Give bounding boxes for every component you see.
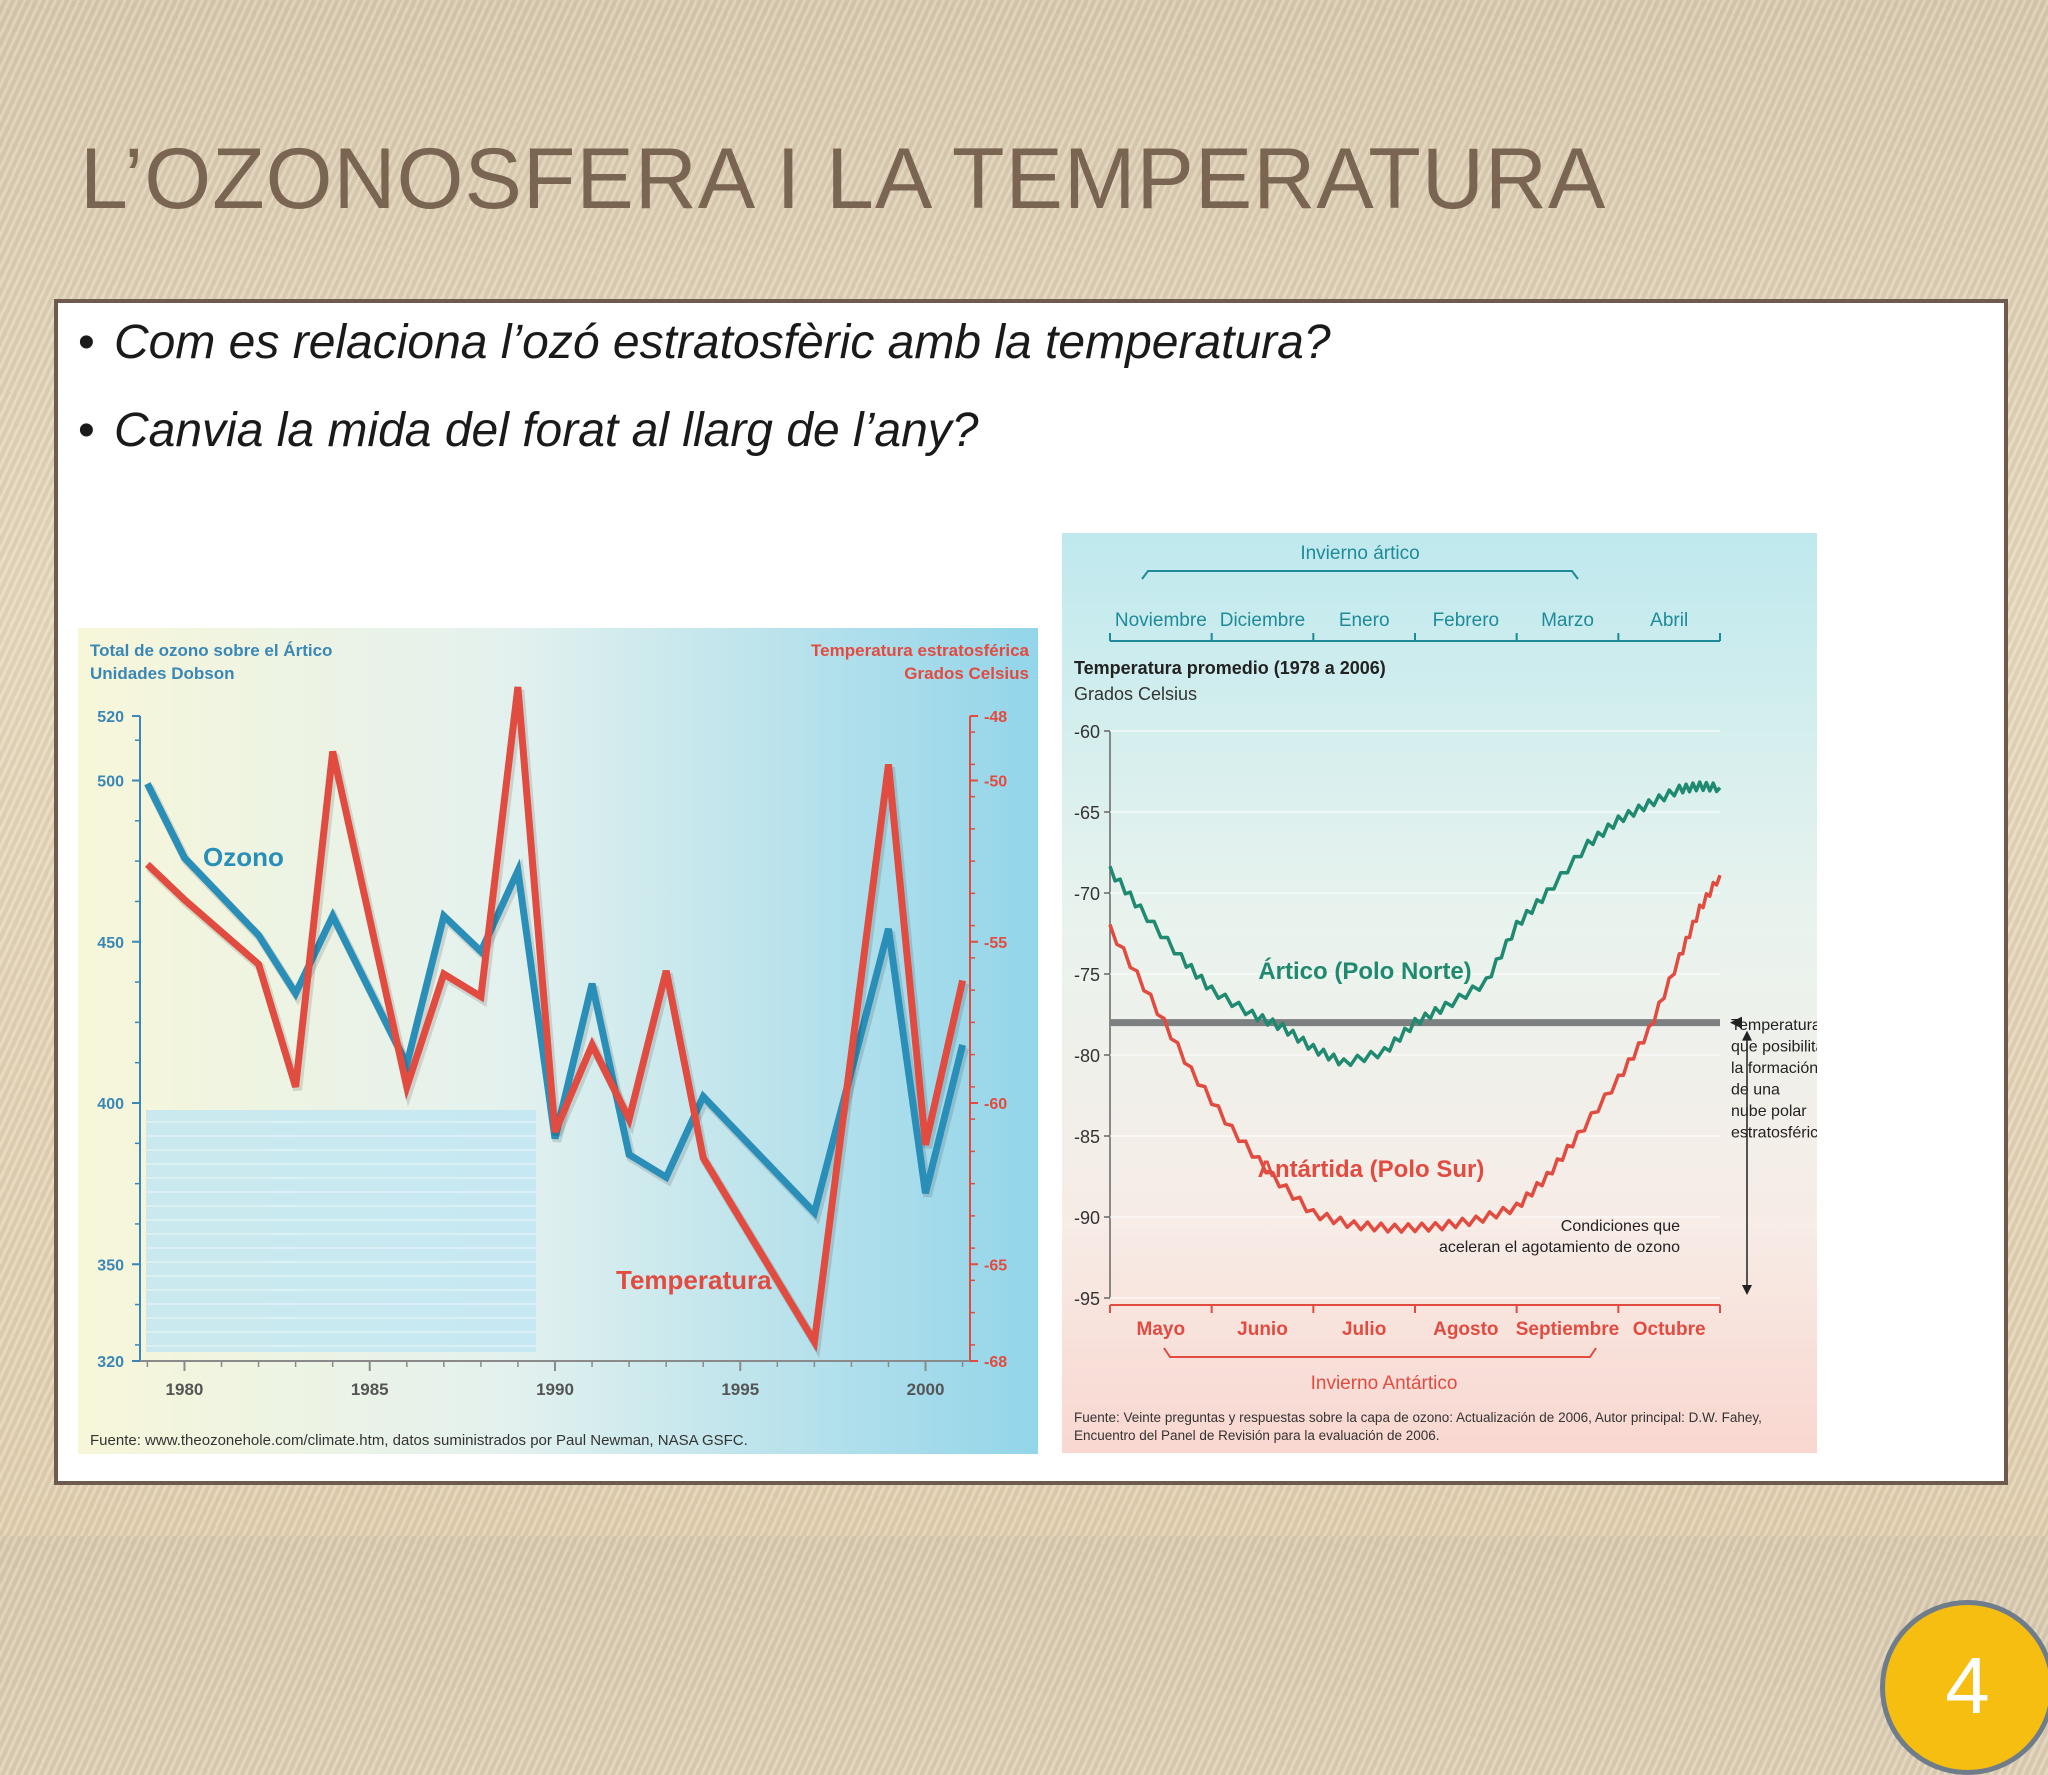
chart1-left-tick-label: 350 xyxy=(97,1257,124,1274)
chart2-annotation-line-1: Condiciones que xyxy=(1561,1218,1680,1235)
chart2-source-line-2: Encuentro del Panel de Revisión para la … xyxy=(1074,1428,1440,1443)
chart2-y-tick-label: -75 xyxy=(1074,965,1100,985)
chart1-right-tick-label: -68 xyxy=(984,1354,1007,1371)
chart2-bottom-month-mayo: Mayo xyxy=(1137,1319,1186,1340)
chart1-left-unit: Unidades Dobson xyxy=(90,664,235,683)
chart2-threshold-note-line: Temperatura xyxy=(1731,1017,1817,1034)
chart1-left-title: Total de ozono sobre el Ártico xyxy=(90,641,332,660)
chart1-x-tick-label: 1985 xyxy=(351,1380,389,1399)
chart1-source: Fuente: www.theozonehole.com/climate.htm… xyxy=(90,1432,748,1449)
chart2-y-tick-label: -90 xyxy=(1074,1208,1100,1228)
chart2-y-tick-label: -65 xyxy=(1074,803,1100,823)
chart2-threshold-arrow xyxy=(1730,1016,1742,1029)
chart2-threshold-note: Temperatura que posibilita la formación de … xyxy=(1731,1017,1817,1142)
chart1-left-tick-label: 500 xyxy=(97,774,124,791)
content-panel: • Com es relaciona l’ozó estratosfèric am… xyxy=(54,299,2048,1775)
chart1-right-tick-label: -48 xyxy=(984,709,1007,726)
chart1-right-tick-label: -60 xyxy=(984,1096,1007,1113)
chart2-ylabel: Temperatura promedio (1978 a 2006) xyxy=(1074,658,1386,678)
chart1-left-ticks: 320 350 400 450 500 520 xyxy=(97,709,140,1371)
chart1-right-tick-label: -55 xyxy=(984,935,1007,952)
chart2-bottom-months: Mayo Junio Julio Agosto Septiembre Octubre xyxy=(1109,1304,1721,1340)
chart1-right-tick-label: -65 xyxy=(984,1257,1007,1274)
chart2-top-month-marzo: Marzo xyxy=(1541,610,1594,631)
chart2-top-month-diciembre: Diciembre xyxy=(1220,610,1306,631)
chart2-y-tick-label: -70 xyxy=(1074,884,1100,904)
chart2-top-month-febrero: Febrero xyxy=(1433,610,1500,631)
chart1-left-tick-label: 320 xyxy=(97,1354,124,1371)
chart2-background xyxy=(1062,533,1817,1453)
chart2-top-month-noviembre: Noviembre xyxy=(1115,610,1207,631)
chart1-right-unit: Grados Celsius xyxy=(904,664,1029,683)
chart2-source-line-1: Fuente: Veinte preguntas y respuestas so… xyxy=(1074,1410,1762,1425)
chart1-line-ozono xyxy=(144,782,966,1220)
chart2-y-tick-label: -80 xyxy=(1074,1046,1100,1066)
chart1-x-ticks: 1980 1985 1990 1995 2000 xyxy=(146,1361,964,1399)
chart1-x-tick-label: 2000 xyxy=(907,1380,945,1399)
chart1-right-ticks: -48 -50 -55 -60 -65 -68 xyxy=(970,709,1007,1371)
chart1-series-label-temperatura: Temperatura xyxy=(616,1265,772,1295)
chart2-threshold-note-line: estratosférica xyxy=(1731,1125,1817,1142)
chart1-hatch xyxy=(146,1121,536,1347)
page-number-badge: 4 xyxy=(1880,1600,2048,1775)
chart2-series-label-artico: Ártico (Polo Norte) xyxy=(1258,957,1471,985)
chart1-x-tick-label: 1990 xyxy=(536,1380,574,1399)
chart2-bottom-label: Invierno Antártico xyxy=(1311,1373,1458,1394)
chart1-left-tick-label: 400 xyxy=(97,1096,124,1113)
chart2-annotation: Condiciones que aceleran el agotamiento d… xyxy=(1439,1030,1752,1295)
chart1-left-tick-label: 450 xyxy=(97,935,124,952)
chart2-annotation-arrow-down xyxy=(1742,1285,1752,1295)
chart2-top-label: Invierno ártico xyxy=(1300,543,1419,564)
chart2-source: Fuente: Veinte preguntas y respuestas so… xyxy=(1074,1410,1762,1443)
chart2-annotation-line-2: aceleran el agotamiento de ozono xyxy=(1439,1239,1680,1256)
bullet-2: • Canvia la mida del forat al llarg de l’… xyxy=(78,404,979,457)
chart2-bottom-month-septiembre: Septiembre xyxy=(1516,1319,1619,1340)
chart2-top-month-enero: Enero xyxy=(1339,610,1390,631)
chart2-threshold-note-line: la formación xyxy=(1731,1060,1817,1077)
chart2-y-ticks: -60 -65 -70 -75 -80 -85 -90 -95 xyxy=(1074,722,1720,1309)
arctic-ozone-temperature-chart: Total de ozono sobre el Ártico Unidades … xyxy=(78,628,1038,1454)
chart1-line-temperatura xyxy=(144,686,967,1353)
chart2-bottom-month-julio: Julio xyxy=(1342,1319,1386,1340)
chart2-series-label-antartida: Antártida (Polo Sur) xyxy=(1258,1156,1485,1183)
chart2-y-tick-label: -85 xyxy=(1074,1127,1100,1147)
bullet-1: • Com es relaciona l’ozó estratosfèric am… xyxy=(78,316,1331,369)
chart1-series xyxy=(144,686,969,1359)
chart2-bottom-bracket xyxy=(1163,1347,1597,1358)
chart2-top-months: Noviembre Diciembre Enero Febrero Marzo Abril xyxy=(1109,610,1721,642)
chart2-yunit: Grados Celsius xyxy=(1074,684,1197,704)
chart2-threshold-note-line: de una xyxy=(1731,1082,1780,1099)
chart2-bottom-month-agosto: Agosto xyxy=(1433,1319,1498,1340)
chart1-x-tick-label: 1995 xyxy=(721,1380,759,1399)
chart2-bottom-month-junio: Junio xyxy=(1237,1319,1288,1340)
chart1-right-title: Temperatura estratosférica xyxy=(811,641,1029,660)
polar-temperature-chart: Invierno ártico Noviembre Diciembre Enero F… xyxy=(1062,533,1817,1453)
chart2-annotation-arrow-up xyxy=(1742,1030,1752,1041)
chart2-threshold-note-line: nube polar xyxy=(1731,1103,1807,1120)
chart1-left-tick-label: 520 xyxy=(97,709,124,726)
chart2-bottom-month-octubre: Octubre xyxy=(1633,1319,1706,1340)
chart1-right-tick-label: -50 xyxy=(984,774,1007,791)
chart1-x-tick-label: 1980 xyxy=(166,1380,204,1399)
slide-title: L’OZONOSFERA I LA TEMPERATURA xyxy=(80,131,1607,227)
chart2-top-month-abril: Abril xyxy=(1650,610,1688,631)
chart2-line-artico-polo-norte xyxy=(1108,780,1722,1068)
chart2-series xyxy=(1108,780,1722,1234)
chart2-top-bracket xyxy=(1141,570,1579,580)
chart1-shaded-box xyxy=(146,1110,536,1352)
bullet-1-text: Com es relaciona l’ozó estratosfèric amb… xyxy=(114,316,1331,369)
chart2-line-antartida-polo-sur xyxy=(1108,874,1722,1234)
chart2-threshold-note-line: que posibilita xyxy=(1731,1039,1817,1056)
chart2-y-tick-label: -95 xyxy=(1074,1289,1100,1309)
chart2-y-tick-label: -60 xyxy=(1074,722,1100,742)
chart1-series-label-ozono: Ozono xyxy=(203,842,284,872)
bullet-2-text: Canvia la mida del forat al llarg de l’a… xyxy=(114,404,979,457)
